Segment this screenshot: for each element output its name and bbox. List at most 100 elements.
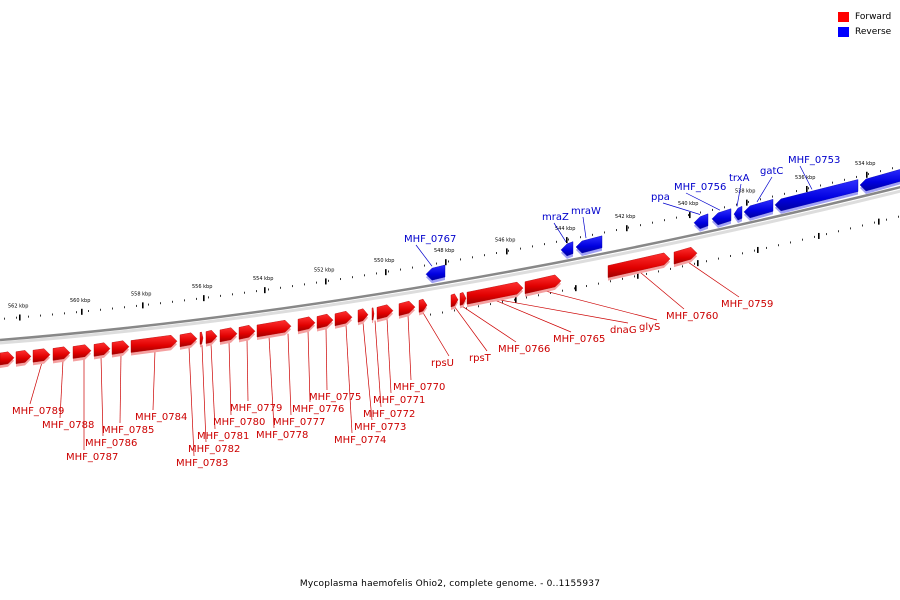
forward-gene-arrow[interactable] xyxy=(130,334,178,353)
forward-gene-label[interactable]: MHF_0781 xyxy=(197,431,249,442)
scale-dot xyxy=(604,231,605,234)
reverse-gene-label[interactable]: gatC xyxy=(760,166,783,177)
forward-gene-label[interactable]: MHF_0771 xyxy=(373,395,425,406)
scale-dot xyxy=(76,311,77,314)
forward-gene-label[interactable]: MHF_0776 xyxy=(292,404,344,415)
forward-gene-arrow[interactable] xyxy=(524,274,562,294)
scale-label: 560 kbp xyxy=(70,298,90,304)
reverse-leader-line xyxy=(736,183,742,207)
forward-gene-arrow[interactable] xyxy=(179,332,198,348)
forward-gene-arrow[interactable] xyxy=(15,350,32,364)
reverse-leader-line xyxy=(662,202,701,215)
forward-gene-arrow[interactable] xyxy=(450,293,459,308)
forward-gene-arrow[interactable] xyxy=(673,246,698,265)
forward-gene-arrow[interactable] xyxy=(93,342,111,357)
forward-gene-label[interactable]: MHF_0783 xyxy=(176,458,228,469)
forward-gene-label[interactable]: MHF_0775 xyxy=(309,392,361,403)
forward-gene-arrow[interactable] xyxy=(459,292,467,306)
reverse-swatch xyxy=(838,26,849,37)
forward-gene-arrow[interactable] xyxy=(371,307,375,321)
forward-gene-arrow[interactable] xyxy=(72,344,92,359)
forward-gene-arrow[interactable] xyxy=(334,310,353,327)
reverse-gene-arrow[interactable] xyxy=(733,205,743,221)
forward-gene-arrow[interactable] xyxy=(418,298,428,313)
forward-gene-label[interactable]: glyS xyxy=(639,322,660,333)
forward-gene-label[interactable]: rpsU xyxy=(431,358,454,369)
reverse-gene-arrow[interactable] xyxy=(774,179,859,212)
forward-gene-arrow[interactable] xyxy=(52,346,71,361)
scale-dot xyxy=(718,257,719,260)
scale-dot xyxy=(112,307,113,310)
reverse-leader-line xyxy=(799,165,813,190)
scale-dot xyxy=(562,289,563,292)
forward-gene-label[interactable]: MHF_0765 xyxy=(553,334,605,345)
forward-gene-arrow[interactable] xyxy=(398,300,416,316)
forward-gene-label[interactable]: MHF_0772 xyxy=(363,409,415,420)
forward-gene-arrow[interactable] xyxy=(466,281,524,305)
forward-gene-arrow[interactable] xyxy=(607,252,671,278)
forward-gene-label[interactable]: rpsT xyxy=(469,353,492,364)
reverse-gene-label[interactable]: mraW xyxy=(571,206,601,217)
scale-dot xyxy=(292,285,293,288)
forward-leader-line xyxy=(246,339,249,402)
forward-gene-arrow[interactable] xyxy=(376,304,394,320)
forward-gene-label[interactable]: MHF_0777 xyxy=(273,417,325,428)
forward-gene-label[interactable]: MHF_0785 xyxy=(102,425,154,436)
forward-gene-label[interactable]: MHF_0770 xyxy=(393,382,445,393)
forward-leader-line xyxy=(188,346,195,457)
forward-gene-label[interactable]: MHF_0784 xyxy=(135,412,187,423)
scale-dot xyxy=(124,306,125,309)
reverse-gene-label[interactable]: MHF_0767 xyxy=(404,234,456,245)
scale-dot xyxy=(736,203,737,206)
forward-gene-label[interactable]: MHF_0766 xyxy=(498,344,550,355)
forward-gene-arrow[interactable] xyxy=(111,340,130,355)
reverse-gene-label[interactable]: ppa xyxy=(651,192,670,203)
forward-leader-line xyxy=(639,271,685,310)
forward-gene-label[interactable]: MHF_0788 xyxy=(42,420,94,431)
forward-gene-arrow[interactable] xyxy=(256,319,292,338)
forward-gene-arrow[interactable] xyxy=(0,351,15,366)
scale-dot xyxy=(256,290,257,293)
reverse-gene-arrow[interactable] xyxy=(859,168,900,192)
reverse-gene-arrow[interactable] xyxy=(711,208,732,226)
forward-gene-label[interactable]: MHF_0789 xyxy=(12,406,64,417)
forward-gene-label[interactable]: MHF_0774 xyxy=(334,435,386,446)
scale-dot xyxy=(820,184,821,187)
forward-gene-label[interactable]: MHF_0779 xyxy=(230,403,282,414)
scale-dot xyxy=(148,303,149,306)
forward-gene-label[interactable]: MHF_0760 xyxy=(666,311,718,322)
forward-gene-label[interactable]: MHF_0782 xyxy=(188,444,240,455)
scale-dot xyxy=(844,178,845,181)
forward-leader-line xyxy=(544,290,658,321)
scale-label: 562 kbp xyxy=(8,304,28,310)
forward-gene-arrow[interactable] xyxy=(205,330,218,344)
scale-dot xyxy=(730,254,731,257)
forward-gene-label[interactable]: MHF_0780 xyxy=(213,417,265,428)
forward-gene-arrow[interactable] xyxy=(357,308,369,323)
forward-gene-arrow[interactable] xyxy=(199,331,204,345)
forward-gene-label[interactable]: MHF_0778 xyxy=(256,430,308,441)
reverse-gene-arrow[interactable] xyxy=(743,199,774,219)
forward-gene-label[interactable]: MHF_0759 xyxy=(721,299,773,310)
forward-gene-arrow[interactable] xyxy=(316,313,334,329)
forward-gene-label[interactable]: MHF_0786 xyxy=(85,438,137,449)
forward-gene-arrow[interactable] xyxy=(219,327,238,343)
reverse-gene-label[interactable]: MHF_0756 xyxy=(674,182,726,193)
forward-gene-label[interactable]: dnaG xyxy=(610,325,637,336)
scale-tick xyxy=(697,260,699,267)
backbone-shadow xyxy=(0,189,900,345)
forward-gene-arrow[interactable] xyxy=(238,324,256,340)
reverse-gene-label[interactable]: trxA xyxy=(729,173,750,184)
reverse-gene-label[interactable]: mraZ xyxy=(542,212,569,223)
reverse-gene-arrow[interactable] xyxy=(425,264,446,281)
forward-gene-label[interactable]: MHF_0787 xyxy=(66,452,118,463)
scale-dot xyxy=(892,167,893,170)
reverse-gene-arrow[interactable] xyxy=(560,241,574,257)
forward-gene-arrow[interactable] xyxy=(297,316,316,332)
reverse-gene-arrow[interactable] xyxy=(693,213,709,230)
scale-dot xyxy=(898,215,899,218)
forward-gene-arrow[interactable] xyxy=(32,348,51,363)
forward-gene-label[interactable]: MHF_0773 xyxy=(354,422,406,433)
reverse-gene-arrow[interactable] xyxy=(575,235,603,254)
reverse-gene-label[interactable]: MHF_0753 xyxy=(788,155,840,166)
